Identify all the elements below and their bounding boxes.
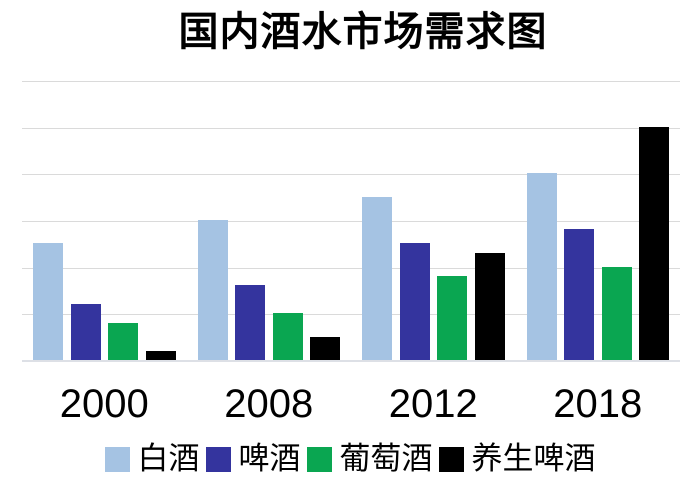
legend-label: 葡萄酒 [339,441,433,476]
gridline [22,314,680,315]
gridline [22,81,680,82]
legend-item-啤酒: 啤酒 [205,441,301,477]
gridline [22,268,680,269]
plot-area [22,81,680,362]
gridline [22,174,680,175]
x-axis-label-2012: 2012 [388,382,478,426]
bar-2008-啤酒 [235,285,265,360]
legend-label: 白酒 [137,441,200,476]
bar-2018-葡萄酒 [601,267,632,360]
legend-swatch-icon [205,446,231,472]
bar-2018-养生啤酒 [639,127,669,360]
bar-2008-葡萄酒 [272,313,303,360]
bar-2000-白酒 [33,243,63,360]
bar-2008-白酒 [197,220,228,360]
gridline [22,221,680,222]
legend-swatch-icon [104,446,130,472]
gridline [22,128,680,129]
bar-2000-葡萄酒 [108,323,138,360]
bar-2018-啤酒 [564,229,594,360]
chart-title: 国内酒水市场需求图 [178,9,548,54]
x-axis-label-2000: 2000 [59,382,149,426]
bar-2012-养生啤酒 [474,253,505,360]
x-axis-label-2008: 2008 [224,382,314,426]
legend-label: 养生啤酒 [471,441,596,476]
x-axis-labels: 2000 2008 2012 2018 [22,382,680,427]
bar-2012-啤酒 [399,243,430,360]
x-axis-label-2018: 2018 [553,382,643,426]
x-axis-line [22,360,680,362]
bar-2012-白酒 [362,197,392,360]
legend-item-白酒: 白酒 [104,441,200,477]
bar-2000-啤酒 [70,304,101,360]
legend-swatch-icon [306,446,332,472]
legend-item-养生啤酒: 养生啤酒 [438,441,596,477]
legend: 白酒 啤酒 葡萄酒 养生啤酒 [0,441,700,477]
bar-2008-养生啤酒 [310,337,340,360]
legend-label: 啤酒 [238,441,301,476]
bar-2018-白酒 [526,173,557,360]
legend-swatch-icon [438,446,464,472]
legend-item-葡萄酒: 葡萄酒 [306,441,433,477]
bar-2012-葡萄酒 [437,276,467,360]
bar-2000-养生啤酒 [145,351,176,360]
